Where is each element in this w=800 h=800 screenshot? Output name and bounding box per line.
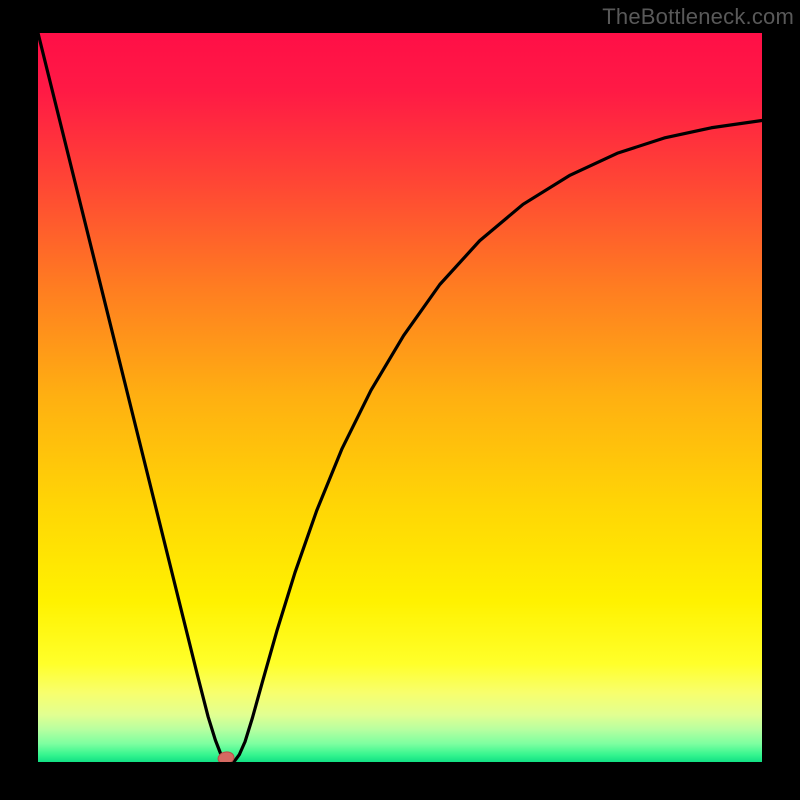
attribution-label: TheBottleneck.com bbox=[602, 4, 794, 30]
plot-area bbox=[38, 33, 762, 762]
chart-stage: TheBottleneck.com bbox=[0, 0, 800, 800]
bottleneck-curve bbox=[38, 33, 762, 762]
curve-layer bbox=[38, 33, 762, 762]
